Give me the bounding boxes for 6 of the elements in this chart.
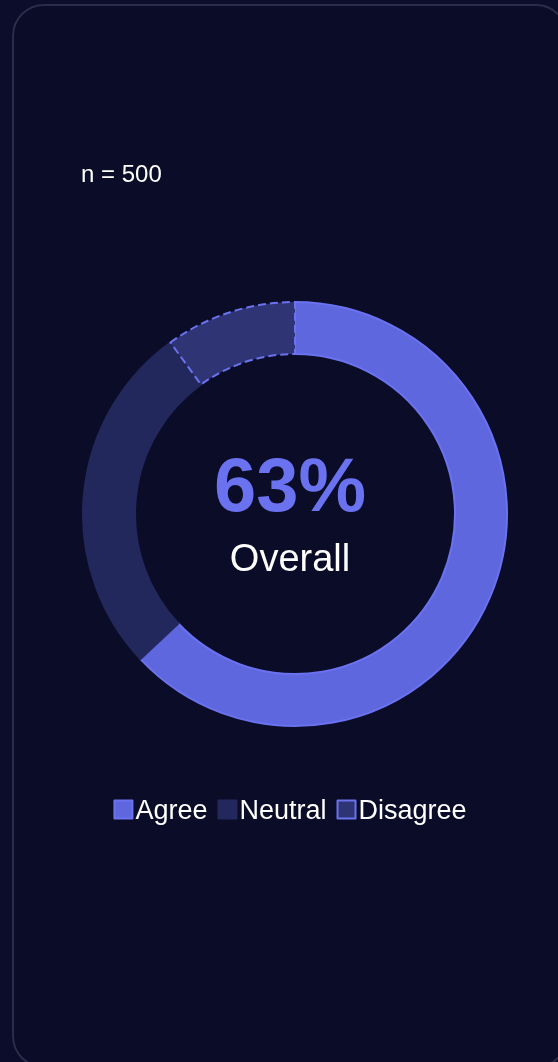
legend-label: Disagree xyxy=(358,794,467,825)
text: 63% xyxy=(213,441,367,527)
legend-label: Agree xyxy=(135,794,208,825)
chart-subtitle: n = 500 xyxy=(81,159,162,187)
text: Overall xyxy=(229,537,351,579)
legend-label: Neutral xyxy=(239,794,327,825)
